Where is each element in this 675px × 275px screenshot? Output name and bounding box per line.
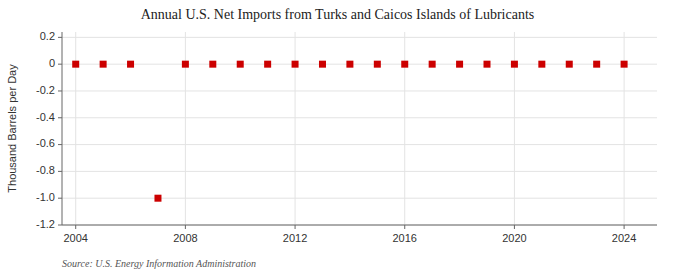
y-tick-label: -0.6 [36, 137, 55, 149]
y-grid-line [62, 171, 657, 172]
point [72, 61, 79, 68]
point [593, 61, 600, 68]
point [319, 61, 326, 68]
point [127, 61, 134, 68]
point [292, 61, 299, 68]
y-tick-label: 0 [49, 57, 55, 69]
y-axis: 0.2 0 -0.2 -0.4 -0.6 -0.8 -1.0 -1.2 [36, 30, 62, 230]
y-tick [58, 225, 62, 226]
y-tick-label: -0.8 [36, 164, 55, 176]
x-tick [624, 225, 625, 229]
y-grid-line [62, 90, 657, 91]
y-tick [58, 90, 62, 91]
y-grid-line [62, 198, 657, 199]
y-tick-label: -1.0 [36, 191, 55, 203]
point [401, 61, 408, 68]
x-tick-label: 2012 [283, 232, 307, 244]
point [209, 61, 216, 68]
x-axis: 2004 2008 2012 2016 2020 2024 [63, 225, 636, 244]
background [0, 0, 675, 275]
point [154, 195, 161, 202]
point [237, 61, 244, 68]
x-axis-line [62, 225, 657, 226]
x-tick-label: 2008 [173, 232, 197, 244]
y-tick [58, 144, 62, 145]
x-tick [75, 225, 76, 229]
marks [72, 61, 627, 202]
y-tick-label: -1.2 [36, 218, 55, 230]
y-tick [58, 171, 62, 172]
y-grid-line [62, 225, 657, 226]
y-tick [58, 117, 62, 118]
point [484, 61, 491, 68]
point [538, 61, 545, 68]
point [374, 61, 381, 68]
y-axis-line [62, 32, 63, 225]
x-tick [404, 225, 405, 229]
title: Annual U.S. Net Imports from Turks and C… [141, 7, 535, 22]
y-grid-line [62, 117, 657, 118]
x-tick [185, 225, 186, 229]
x-tick-label: 2024 [612, 232, 636, 244]
x-tick [514, 225, 515, 229]
y-grid-line [62, 37, 657, 38]
x-tick [295, 225, 296, 229]
point [566, 61, 573, 68]
y-grid-line [62, 144, 657, 145]
x-tick-label: 2020 [502, 232, 526, 244]
y-tick [58, 198, 62, 199]
point [621, 61, 628, 68]
point [511, 61, 518, 68]
point [100, 61, 107, 68]
y-axis-label: Thousand Barrels per Day [6, 64, 18, 193]
point [429, 61, 436, 68]
point [264, 61, 271, 68]
y-tick-label: 0.2 [40, 30, 55, 42]
source-note: Source: U.S. Energy Information Administ… [62, 258, 256, 269]
y-tick-label: -0.2 [36, 84, 55, 96]
y-tick [58, 37, 62, 38]
point [346, 61, 353, 68]
y-tick [58, 64, 62, 65]
grid [62, 32, 657, 225]
point [182, 61, 189, 68]
point [456, 61, 463, 68]
x-tick-label: 2004 [63, 232, 87, 244]
chart: 0.2 0 -0.2 -0.4 -0.6 -0.8 -1.0 -1.2 2004 2008 2012… [0, 0, 675, 275]
x-tick-label: 2016 [392, 232, 416, 244]
y-tick-label: -0.4 [36, 111, 55, 123]
